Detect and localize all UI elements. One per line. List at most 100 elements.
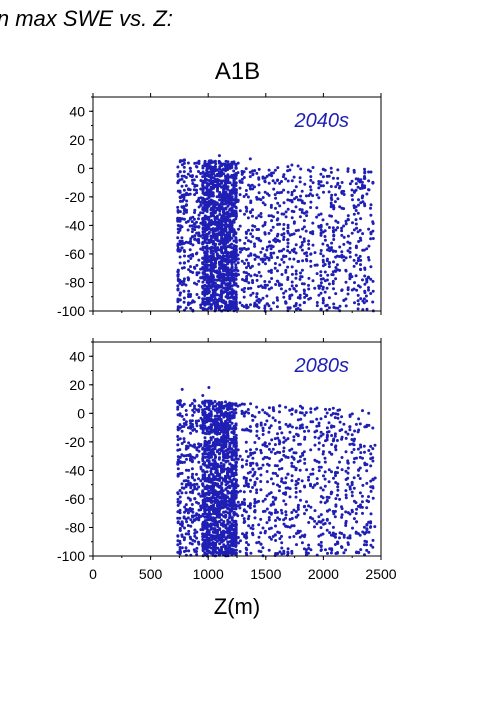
data-point <box>365 548 369 552</box>
data-point <box>218 542 222 546</box>
data-point <box>280 511 284 515</box>
data-point <box>212 160 215 164</box>
data-point <box>263 306 267 310</box>
data-point <box>234 194 238 198</box>
data-point <box>188 248 192 252</box>
data-point <box>191 243 195 247</box>
data-point <box>317 534 321 538</box>
data-point <box>180 546 184 550</box>
data-point <box>269 251 273 255</box>
data-point <box>189 270 192 273</box>
data-point <box>327 226 331 229</box>
data-point <box>220 304 224 308</box>
data-point <box>335 551 339 555</box>
data-point <box>346 461 350 465</box>
data-point <box>242 517 246 521</box>
data-point <box>362 177 366 180</box>
data-point <box>224 190 228 194</box>
data-point <box>288 430 292 434</box>
data-point <box>363 450 366 454</box>
data-point <box>281 175 285 179</box>
data-point <box>273 443 277 447</box>
data-point <box>213 408 217 412</box>
data-point <box>348 442 352 446</box>
data-point <box>245 462 248 466</box>
data-point <box>294 510 298 514</box>
data-point <box>303 182 307 186</box>
data-point <box>323 484 327 488</box>
data-point <box>265 494 269 498</box>
data-point <box>207 231 211 235</box>
data-point <box>271 225 275 229</box>
data-point <box>365 307 369 311</box>
data-point <box>183 250 187 254</box>
data-point <box>211 220 215 224</box>
data-point <box>201 459 205 463</box>
data-point <box>224 479 228 483</box>
data-point <box>195 454 199 458</box>
data-point <box>290 190 294 194</box>
data-point <box>184 240 188 244</box>
data-point <box>249 551 253 555</box>
data-point <box>183 510 186 514</box>
data-point <box>270 171 273 175</box>
data-point <box>222 466 226 470</box>
data-point <box>323 456 327 460</box>
data-point <box>190 467 194 471</box>
data-point <box>288 495 292 499</box>
data-point <box>282 260 286 264</box>
data-point <box>251 486 254 489</box>
data-point <box>176 443 180 447</box>
data-point <box>319 434 323 438</box>
data-point <box>290 209 294 213</box>
data-point <box>197 241 201 245</box>
data-point <box>217 448 221 452</box>
data-point <box>317 180 321 183</box>
data-point <box>257 262 261 266</box>
data-point <box>199 424 203 428</box>
data-point <box>303 512 306 516</box>
data-point <box>294 289 298 293</box>
data-point <box>224 286 227 290</box>
data-point <box>246 261 250 265</box>
data-point <box>230 266 234 270</box>
data-point <box>311 279 315 283</box>
data-point <box>249 489 252 493</box>
data-point <box>273 419 277 422</box>
data-point <box>270 277 274 280</box>
data-point <box>213 264 217 268</box>
data-point <box>317 543 321 547</box>
data-point <box>220 185 223 189</box>
data-point <box>294 451 298 455</box>
data-point <box>342 242 346 246</box>
data-point <box>176 510 180 514</box>
data-point <box>180 387 184 391</box>
data-point <box>259 212 263 215</box>
data-point <box>302 219 306 223</box>
data-point <box>278 181 282 185</box>
data-point <box>297 531 300 535</box>
data-point <box>203 479 207 483</box>
data-point <box>245 275 249 278</box>
data-point <box>292 189 296 193</box>
data-point <box>324 415 327 419</box>
data-point <box>330 470 333 474</box>
data-point <box>321 218 325 222</box>
data-point <box>348 485 352 489</box>
data-point <box>230 479 234 483</box>
data-point <box>344 519 348 523</box>
data-point <box>234 184 238 187</box>
data-point <box>278 537 282 541</box>
data-point <box>369 213 373 217</box>
data-point <box>257 255 260 259</box>
data-point <box>305 214 309 218</box>
data-point <box>300 189 304 193</box>
data-point <box>292 304 296 308</box>
data-point <box>245 207 249 210</box>
data-point <box>261 224 265 228</box>
data-point <box>346 459 350 463</box>
data-point <box>257 549 261 553</box>
data-point <box>272 251 276 255</box>
data-point <box>313 251 317 255</box>
data-point <box>203 552 207 556</box>
